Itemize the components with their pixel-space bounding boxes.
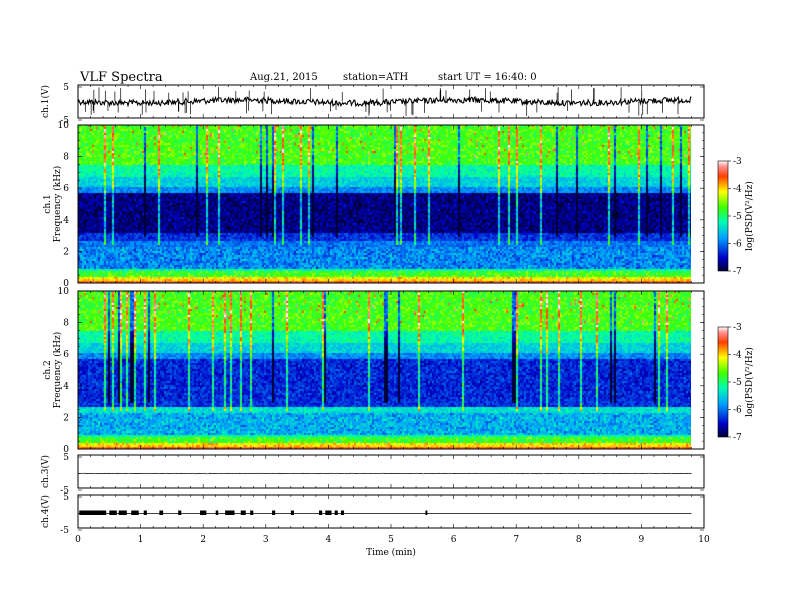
ch4-waveform-pulse bbox=[118, 510, 127, 515]
ch2-spectrogram-ylabel: Frequency (kHz) bbox=[52, 332, 63, 409]
ch2-spectrogram-colorbar-label: log(PSD(V²/Hz) bbox=[744, 347, 755, 417]
ch4-waveform-pulse bbox=[131, 510, 139, 515]
ch3-waveform-trace bbox=[77, 472, 692, 475]
ch1-waveform-ylabel: ch.1(V) bbox=[40, 85, 51, 118]
x-tick-label: 8 bbox=[576, 535, 582, 545]
x-tick-label: 7 bbox=[513, 535, 519, 545]
ch1-waveform-trace bbox=[77, 95, 692, 108]
ch2-spectrogram-ytick-label: 2 bbox=[63, 413, 69, 423]
x-tick-label: 0 bbox=[75, 535, 81, 545]
ch1-spectrogram-colorbar-tick-label: -4 bbox=[733, 185, 742, 195]
ch1-spectrogram-channel-label: ch.1 bbox=[43, 194, 53, 213]
ch4-waveform-ytick-label: 5 bbox=[63, 493, 69, 503]
ch4-waveform-pulse bbox=[159, 510, 164, 515]
start-time-label: start UT = 16:40: 0 bbox=[438, 72, 537, 83]
ch3-waveform-ytick-label: -5 bbox=[60, 486, 69, 496]
ch1-spectrogram-colorbar-tick-label: -5 bbox=[733, 212, 742, 222]
ch4-waveform-pulse bbox=[215, 510, 219, 515]
ch4-waveform-pulse bbox=[225, 510, 235, 515]
ch2-spectrogram-ytick-label: 4 bbox=[63, 382, 69, 392]
ch4-waveform-pulse bbox=[240, 510, 246, 515]
ch2-spectrogram-ytick-label: 6 bbox=[63, 350, 69, 360]
ch2-spectrogram-colorbar-tick-label: -4 bbox=[733, 351, 742, 361]
ch4-waveform-pulse bbox=[272, 510, 276, 515]
ch2-spectrogram-colorbar bbox=[717, 326, 729, 438]
ch2-spectrogram-ytick-label: 8 bbox=[63, 319, 69, 329]
station-label: station=ATH bbox=[343, 72, 409, 83]
ch1-spectrogram-colorbar bbox=[717, 160, 729, 272]
ch1-spectrogram-colorbar-label: log(PSD(V²/Hz) bbox=[744, 181, 755, 251]
ch2-spectrogram-colorbar-tick-label: -3 bbox=[733, 323, 742, 333]
ch4-waveform-pulse bbox=[79, 510, 107, 515]
ch2-spectrogram-image bbox=[78, 291, 691, 449]
x-tick-label: 10 bbox=[698, 535, 710, 545]
ch4-waveform-frame bbox=[77, 494, 705, 529]
ch2-spectrogram-colorbar-tick-label: -5 bbox=[733, 378, 742, 388]
x-axis-label: Time (min) bbox=[366, 547, 416, 558]
ch4-waveform-pulse bbox=[325, 510, 332, 515]
ch1-spectrogram-image bbox=[78, 125, 691, 283]
ch4-waveform-ytick-label: -5 bbox=[60, 526, 69, 536]
ch3-waveform-ytick-label: 5 bbox=[63, 453, 69, 463]
date-label: Aug.21, 2015 bbox=[250, 72, 318, 83]
x-tick-label: 5 bbox=[388, 535, 394, 545]
ch1-spectrogram-colorbar-tick-label: -7 bbox=[733, 267, 742, 277]
ch4-waveform-pulse bbox=[250, 510, 254, 515]
ch1-spectrogram-ytick-label: 0 bbox=[63, 279, 69, 289]
ch1-waveform-ytick-label: -5 bbox=[60, 116, 69, 126]
x-tick-label: 6 bbox=[451, 535, 457, 545]
ch2-spectrogram-colorbar-tick-label: -7 bbox=[733, 433, 742, 443]
x-tick-label: 9 bbox=[639, 535, 645, 545]
ch2-spectrogram-ytick-label: 10 bbox=[58, 287, 70, 297]
ch4-waveform-pulse bbox=[143, 510, 147, 515]
figure-title: VLF Spectra bbox=[80, 70, 163, 85]
x-tick-label: 2 bbox=[200, 535, 206, 545]
ch4-waveform-pulse bbox=[425, 510, 428, 515]
ch1-spectrogram-ytick-label: 10 bbox=[58, 121, 70, 131]
ch1-spectrogram-ytick-label: 8 bbox=[63, 153, 69, 163]
ch4-waveform-pulse bbox=[334, 510, 338, 515]
ch4-waveform-ylabel: ch.4(V) bbox=[40, 495, 51, 528]
ch2-spectrogram-channel-label: ch.2 bbox=[43, 360, 53, 379]
ch3-waveform-ylabel: ch.3(V) bbox=[40, 455, 51, 488]
ch4-waveform-pulse bbox=[319, 510, 323, 515]
ch4-waveform-pulse bbox=[290, 510, 294, 515]
x-tick-label: 4 bbox=[326, 535, 332, 545]
ch4-waveform-pulse bbox=[178, 510, 182, 515]
x-tick-label: 1 bbox=[138, 535, 144, 545]
ch1-spectrogram-colorbar-tick-label: -6 bbox=[733, 240, 742, 250]
ch2-spectrogram-ytick-label: 0 bbox=[63, 445, 69, 455]
ch4-waveform-pulse bbox=[109, 510, 117, 515]
ch1-spectrogram-ytick-label: 4 bbox=[63, 216, 69, 226]
plots-layer bbox=[77, 87, 692, 515]
x-tick-label: 3 bbox=[263, 535, 269, 545]
ch1-spectrogram-colorbar-tick-label: -3 bbox=[733, 157, 742, 167]
ch2-spectrogram-colorbar-tick-label: -6 bbox=[733, 406, 742, 416]
ch4-waveform-pulse bbox=[340, 510, 345, 515]
ch1-spectrogram-ytick-label: 2 bbox=[63, 247, 69, 257]
ch4-waveform-pulse bbox=[200, 510, 207, 515]
ch1-spectrogram-ylabel: Frequency (kHz) bbox=[52, 166, 63, 243]
ch1-waveform-ytick-label: 5 bbox=[63, 83, 69, 93]
ch1-spectrogram-ytick-label: 6 bbox=[63, 184, 69, 194]
ch3-waveform-frame bbox=[77, 454, 705, 489]
